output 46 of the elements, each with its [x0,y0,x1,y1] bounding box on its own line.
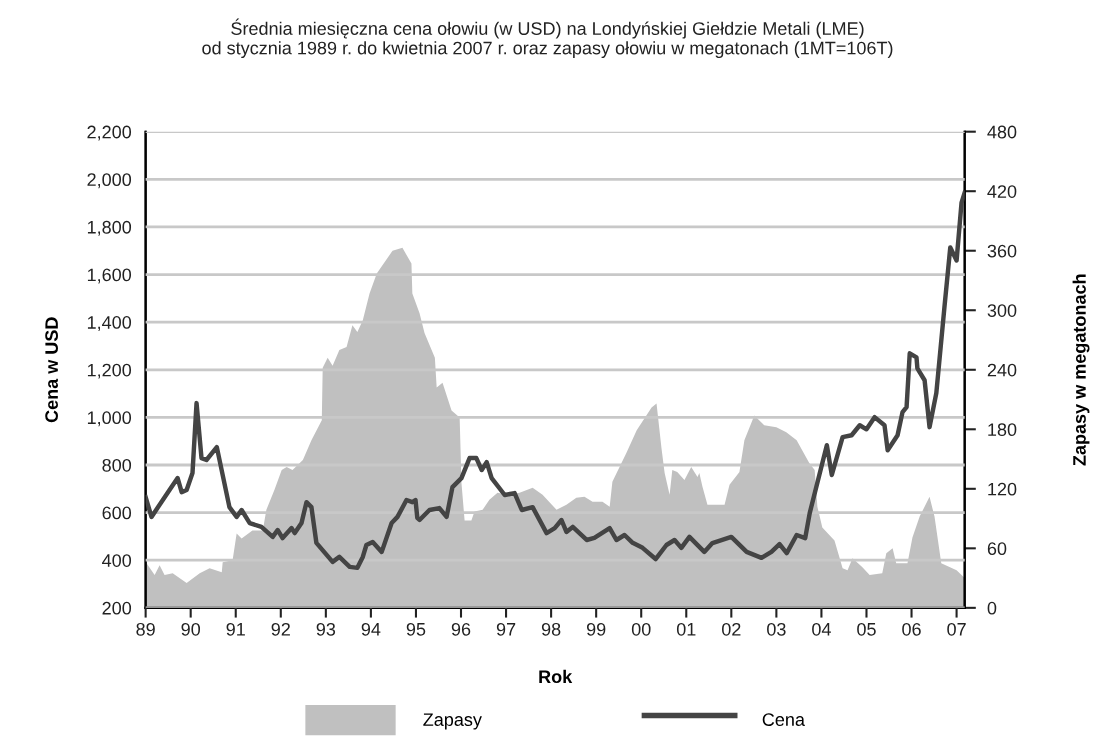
x-tick-label: 07 [947,622,966,636]
y-tick-label: 1,000 [87,411,132,427]
x-tick-label: 94 [361,622,381,636]
x-tick-label: 93 [316,622,336,636]
y2-tick-label: 300 [987,304,1017,317]
y-tick-label: 1,600 [87,268,132,284]
y2-tick-label: 240 [987,363,1017,377]
y2-tick-label: 60 [987,542,1007,556]
y-tick-label: 800 [102,458,132,472]
x-tick-label: 00 [631,622,651,636]
y-tick-label: 200 [102,601,132,615]
y2-tick-label: 480 [987,125,1017,139]
y2-tick-label: 120 [988,482,1017,496]
y-tick-label: 600 [102,506,132,520]
y-axis-title: Cena w USD [45,317,58,423]
x-tick-label: 97 [496,622,516,636]
x-tick-label: 02 [721,622,741,636]
x-tick-label: 01 [676,622,696,636]
x-tick-label: 90 [181,622,201,636]
x-tick-label: 91 [226,622,245,636]
x-tick-label: 99 [586,622,606,636]
x-tick-label: 04 [812,622,831,636]
chart-title: Średnia miesięczna cena ołowiu (w USD) na Londyńskiej Giełdzie Metali (LME) od stycznia 1989 r. do kwietnia 2007 r. oraz zapasy ołowiu w megatonach (1MT=106T) [202,18,893,58]
legend-label: Zapasy [423,713,482,730]
y-tick-label: 1,400 [87,316,132,331]
y-tick-label: 2,200 [87,125,132,141]
x-tick-label: 96 [451,622,471,636]
x-tick-label: 03 [767,622,786,636]
y-tick-label: 2,000 [87,173,132,189]
x-tick-label: 06 [902,622,921,636]
y2-tick-label: 360 [987,244,1017,258]
y-tick-label: 1,200 [87,363,132,379]
y2-tick-label: 420 [987,185,1017,198]
line-series [145,190,965,571]
y2-tick-label: 180 [988,423,1017,437]
x-tick-label: 98 [541,622,561,636]
x-axis-title: Rok [539,669,573,684]
x-tick-label: 05 [857,622,876,636]
x-tick-label: 92 [271,622,290,636]
legend-label: Cena [762,713,805,726]
y-tick-label: 400 [102,554,132,567]
y2-tick-label: 0 [987,601,997,615]
y-tick-label: 1,800 [87,220,132,236]
x-tick-label: 95 [406,622,426,636]
x-tick-label: 89 [136,622,155,636]
y2-axis-title: Zapasy w megatonach [1072,274,1090,466]
